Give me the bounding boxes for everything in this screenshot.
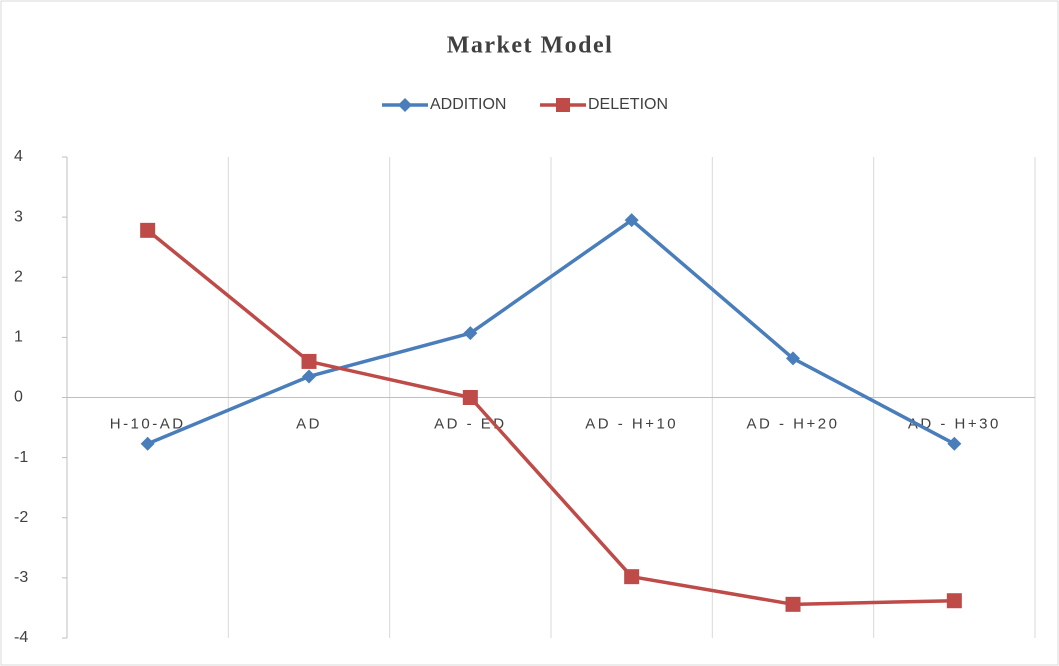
data-point	[785, 596, 801, 612]
chart-title: Market Model	[447, 33, 614, 59]
y-tick-label: -4	[14, 629, 28, 646]
data-point	[947, 436, 962, 451]
x-tick-label: AD - ED	[434, 415, 507, 432]
data-point	[140, 436, 155, 451]
series-line	[146, 218, 956, 446]
data-point	[463, 326, 478, 341]
legend-label: DELETION	[588, 96, 668, 113]
x-tick-label: AD - H+20	[747, 415, 840, 432]
data-point	[786, 351, 800, 366]
legend-swatch-marker	[556, 98, 570, 112]
data-point	[140, 222, 156, 238]
data-point	[301, 353, 317, 369]
y-tick-label: -3	[14, 569, 28, 586]
series-line	[146, 228, 955, 607]
y-tick-label: 1	[14, 329, 23, 346]
x-tick-label: H-10-AD	[110, 415, 186, 432]
y-tick-label: 0	[14, 389, 23, 406]
x-tick-label: AD	[296, 415, 322, 432]
y-tick-label: 2	[14, 268, 23, 285]
data-point	[624, 213, 639, 228]
y-tick-label: 3	[14, 208, 23, 225]
data-point	[462, 390, 478, 405]
y-tick-label: 4	[14, 148, 23, 165]
y-tick-label: -1	[14, 449, 28, 466]
y-tick-label: -2	[14, 509, 28, 526]
legend-label: ADDITION	[430, 96, 506, 113]
x-tick-label: AD - H+30	[908, 415, 1001, 432]
data-point	[624, 569, 640, 585]
data-point	[946, 593, 962, 609]
data-point	[302, 369, 316, 384]
x-tick-label: AD - H+10	[585, 415, 678, 432]
legend-swatch-marker	[398, 98, 412, 112]
